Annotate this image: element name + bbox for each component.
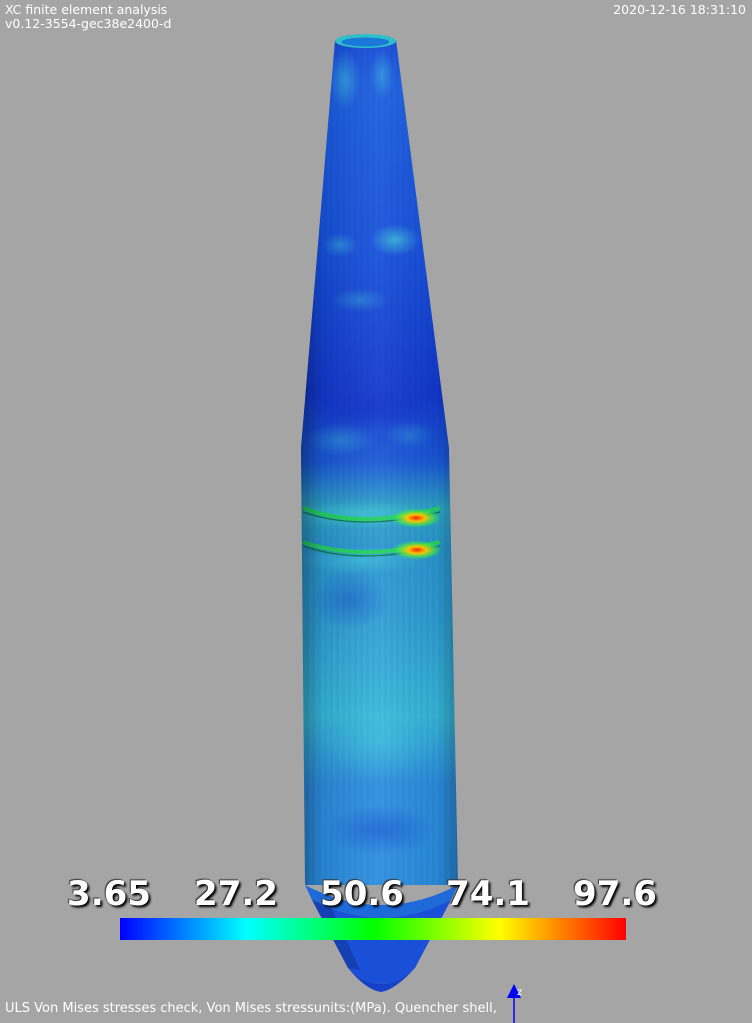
app-title: XC finite element analysis [5,2,168,17]
quencher-shell-model [301,34,458,992]
colorbar-tick-label: 50.6 [320,874,404,914]
colorbar-tick-label: 97.6 [573,874,657,914]
app-version: v0.12-3554-gec38e2400-d [5,16,172,31]
z-axis-icon: z [507,984,522,1023]
axis-label: z [517,987,522,998]
plot-caption: ULS Von Mises stresses check, Von Mises … [5,1001,497,1016]
stress-colorbar [120,918,626,940]
colorbar-tick-label: 27.2 [194,874,278,914]
colorbar-tick-label: 74.1 [446,874,530,914]
timestamp: 2020-12-16 18:31:10 [613,2,746,17]
colorbar-tick-label: 3.65 [67,874,151,914]
